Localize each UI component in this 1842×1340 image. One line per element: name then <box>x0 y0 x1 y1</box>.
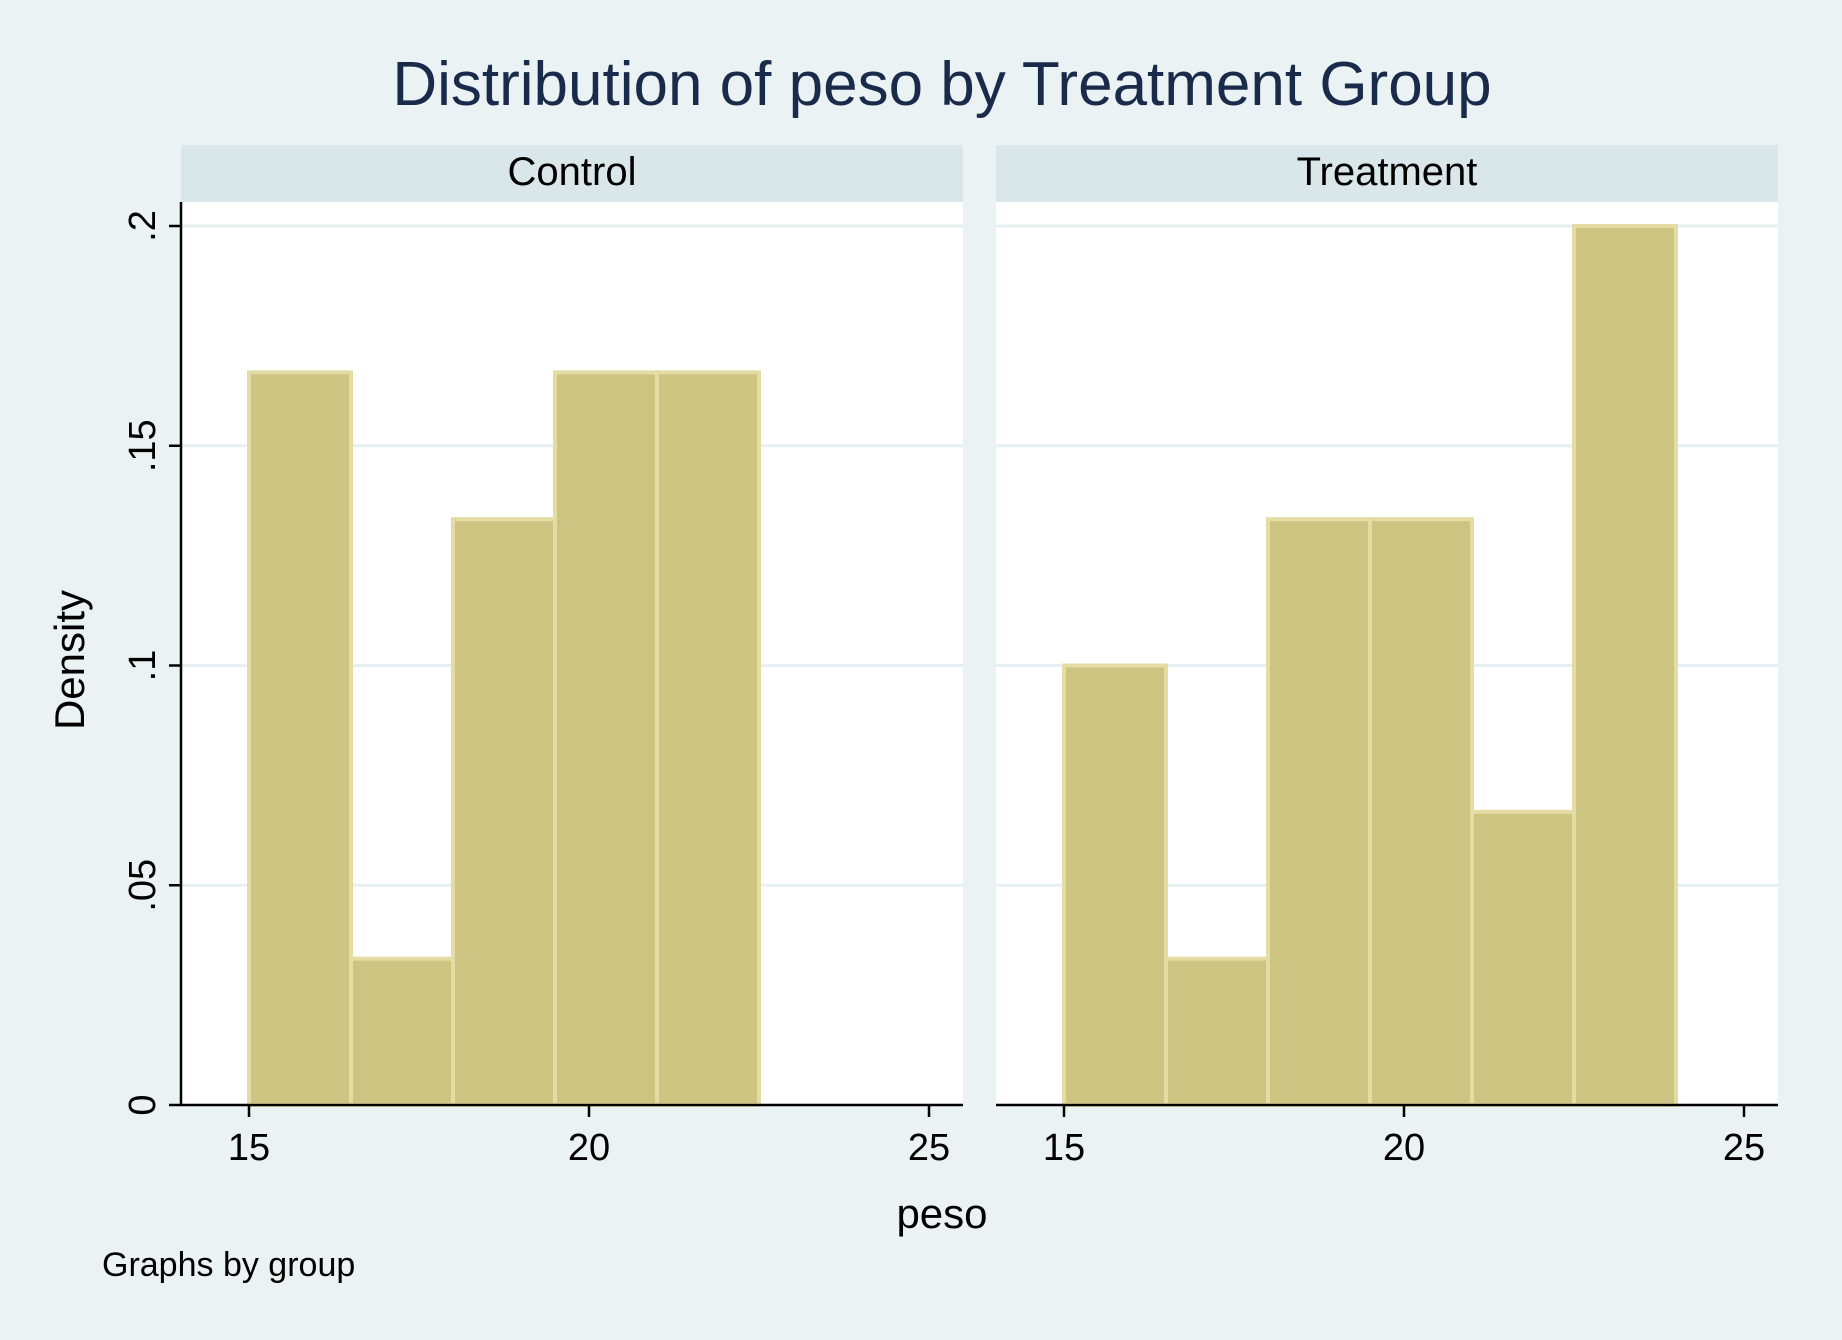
x-tick-label: 20 <box>1383 1127 1425 1169</box>
panel-title: Control <box>508 150 637 194</box>
x-axis-label: peso <box>896 1190 987 1237</box>
y-tick-label: .2 <box>122 210 164 242</box>
panel-title: Treatment <box>1297 150 1478 194</box>
chart-title: Distribution of peso by Treatment Group <box>392 50 1491 119</box>
histogram-bar <box>1368 517 1474 1107</box>
histogram-bar <box>1266 517 1372 1107</box>
x-tick-label: 20 <box>568 1127 610 1169</box>
histogram-bar <box>1470 809 1576 1108</box>
y-tick-label: .15 <box>122 419 164 472</box>
histogram-bar <box>1164 956 1270 1107</box>
x-tick-label: 15 <box>1043 1127 1085 1169</box>
y-axis-label: Density <box>46 590 93 730</box>
histogram-bar <box>1062 663 1168 1107</box>
y-tick-label: 0 <box>122 1094 164 1115</box>
histogram-bar <box>1572 224 1678 1107</box>
histogram-bar <box>655 370 761 1107</box>
x-tick-label: 25 <box>908 1127 950 1169</box>
panel-treatment: Treatment 15 20 25 <box>996 145 1778 1169</box>
panels-group: Control 15 20 25 0 .05 .1 .15 .2 Treatment 15 20 25 <box>122 145 1778 1169</box>
panel-header <box>996 145 1778 202</box>
histogram-bar <box>247 370 353 1107</box>
panel-header <box>181 145 963 202</box>
panel-control: Control 15 20 25 0 .05 .1 .15 .2 <box>122 145 963 1169</box>
x-tick-label: 25 <box>1723 1127 1765 1169</box>
y-tick-label: .1 <box>122 650 164 682</box>
histogram-bar <box>553 370 659 1107</box>
histogram-bar <box>349 956 455 1107</box>
x-tick-label: 15 <box>228 1127 270 1169</box>
y-tick-label: .05 <box>122 859 164 912</box>
graphs-by-note: Graphs by group <box>102 1246 355 1284</box>
histogram-bar <box>451 517 557 1107</box>
